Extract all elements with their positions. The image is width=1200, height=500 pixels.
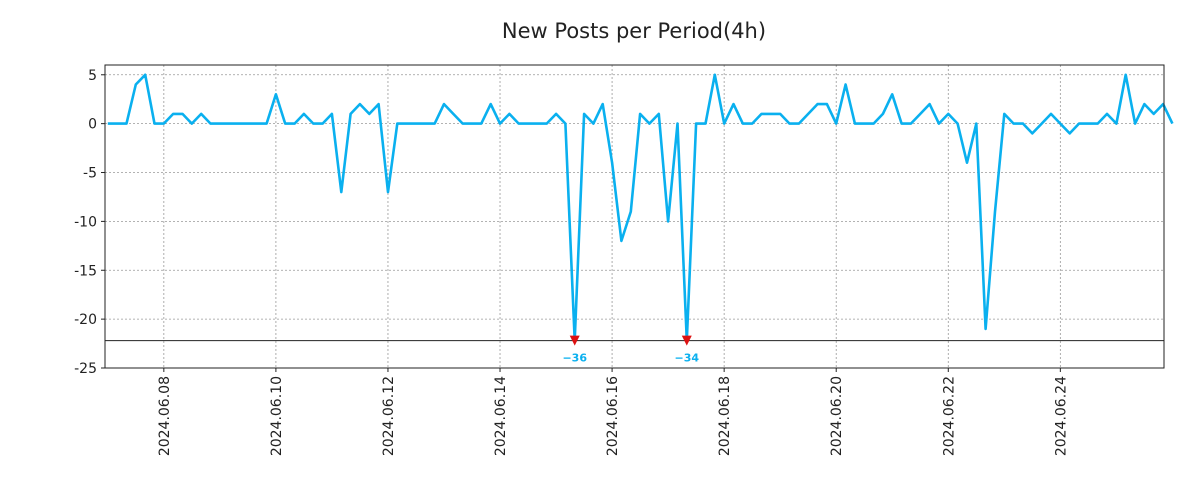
x-tick-label: 2024.06.08 <box>157 376 173 456</box>
x-tick-label: 2024.06.22 <box>941 376 957 456</box>
y-axis-ticks: 5 0 -5 -10 -15 -20 -25 <box>74 68 105 377</box>
annotations: −36 −34 <box>562 335 700 365</box>
chart-title: New Posts per Period(4h) <box>502 19 766 43</box>
y-tick-label: -25 <box>74 361 97 377</box>
x-tick-label: 2024.06.16 <box>605 376 621 456</box>
y-tick-label: -5 <box>83 166 97 182</box>
clip-value-label: −34 <box>675 352 700 365</box>
x-axis-ticks: 2024.06.08 2024.06.10 2024.06.12 2024.06.14… <box>157 368 1069 456</box>
x-tick-label: 2024.06.20 <box>829 376 845 456</box>
plot-frame <box>104 64 1165 369</box>
clip-marker <box>569 335 580 346</box>
x-tick-label: 2024.06.12 <box>381 376 397 456</box>
y-tick-label: -15 <box>74 263 97 279</box>
x-tick-label: 2024.06.10 <box>269 376 285 456</box>
series-line <box>107 73 1174 342</box>
y-tick-label: 5 <box>88 68 97 84</box>
y-tick-label: 0 <box>88 117 97 133</box>
x-tick-label: 2024.06.24 <box>1053 376 1069 456</box>
grid <box>105 65 1164 369</box>
clip-marker <box>681 335 692 346</box>
x-tick-label: 2024.06.14 <box>493 376 509 456</box>
clip-value-label: −36 <box>562 352 587 365</box>
series <box>107 73 1174 342</box>
x-tick-label: 2024.06.18 <box>717 376 733 456</box>
y-tick-label: -20 <box>74 312 97 328</box>
y-tick-label: -10 <box>74 214 97 230</box>
